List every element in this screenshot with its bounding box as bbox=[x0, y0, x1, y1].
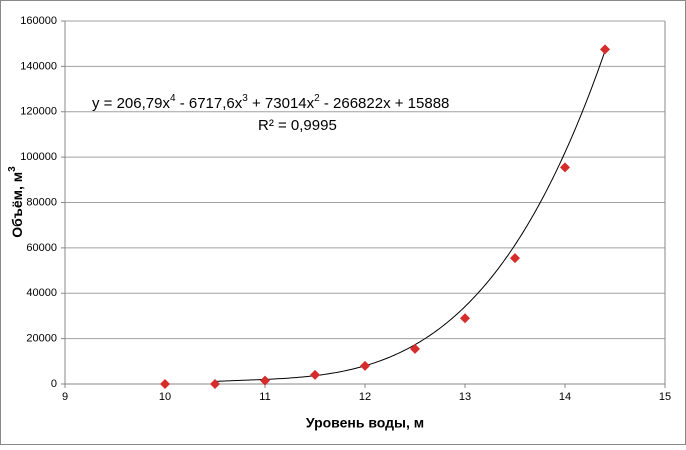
y-tick-label: 80000 bbox=[26, 196, 57, 208]
equation-exponent: 4 bbox=[170, 93, 176, 104]
data-point bbox=[460, 313, 470, 324]
data-point bbox=[600, 44, 610, 55]
y-label-main: Объём, м bbox=[9, 172, 25, 238]
trend-equation: y = 206,79x4 - 6717,6x3 + 73014x2 - 2668… bbox=[92, 93, 449, 112]
data-point bbox=[160, 379, 170, 389]
y-tick-label: 140000 bbox=[20, 60, 57, 72]
equation-part: + 73014x bbox=[248, 95, 315, 112]
x-tick-label: 12 bbox=[359, 391, 371, 403]
y-tick-label: 0 bbox=[51, 378, 57, 390]
y-tick-label: 20000 bbox=[26, 333, 57, 345]
trendline bbox=[214, 50, 606, 382]
equation-exponent: 2 bbox=[314, 93, 320, 104]
data-point bbox=[560, 162, 570, 173]
x-tick-label: 15 bbox=[659, 391, 671, 403]
x-axis-label: Уровень воды, м bbox=[306, 415, 424, 431]
y-label-sup: 3 bbox=[7, 166, 18, 172]
equation-part: - 6717,6x bbox=[176, 95, 243, 112]
x-tick-label: 14 bbox=[559, 391, 571, 403]
data-point bbox=[210, 379, 220, 389]
data-point bbox=[310, 369, 320, 380]
y-axis-label: Объём, м3 bbox=[7, 166, 25, 238]
x-tick-label: 10 bbox=[159, 391, 171, 403]
y-tick-label: 100000 bbox=[20, 151, 57, 163]
x-tick-label: 11 bbox=[259, 391, 270, 403]
data-point bbox=[410, 343, 420, 354]
equation-part: y = 206,79x bbox=[92, 95, 170, 112]
data-point bbox=[260, 375, 270, 386]
y-tick-label: 120000 bbox=[20, 106, 57, 118]
x-tick-label: 13 bbox=[459, 391, 471, 403]
y-tick-label: 40000 bbox=[26, 287, 57, 299]
x-tick-label: 9 bbox=[62, 391, 68, 403]
data-point bbox=[510, 253, 520, 264]
data-point bbox=[360, 360, 370, 371]
equation-exponent: 3 bbox=[242, 93, 248, 104]
y-tick-label: 60000 bbox=[26, 242, 57, 254]
r-squared: R² = 0,9995 bbox=[258, 117, 337, 134]
y-tick-label: 160000 bbox=[20, 15, 57, 27]
equation-part: - 266822x + 15888 bbox=[320, 95, 450, 112]
